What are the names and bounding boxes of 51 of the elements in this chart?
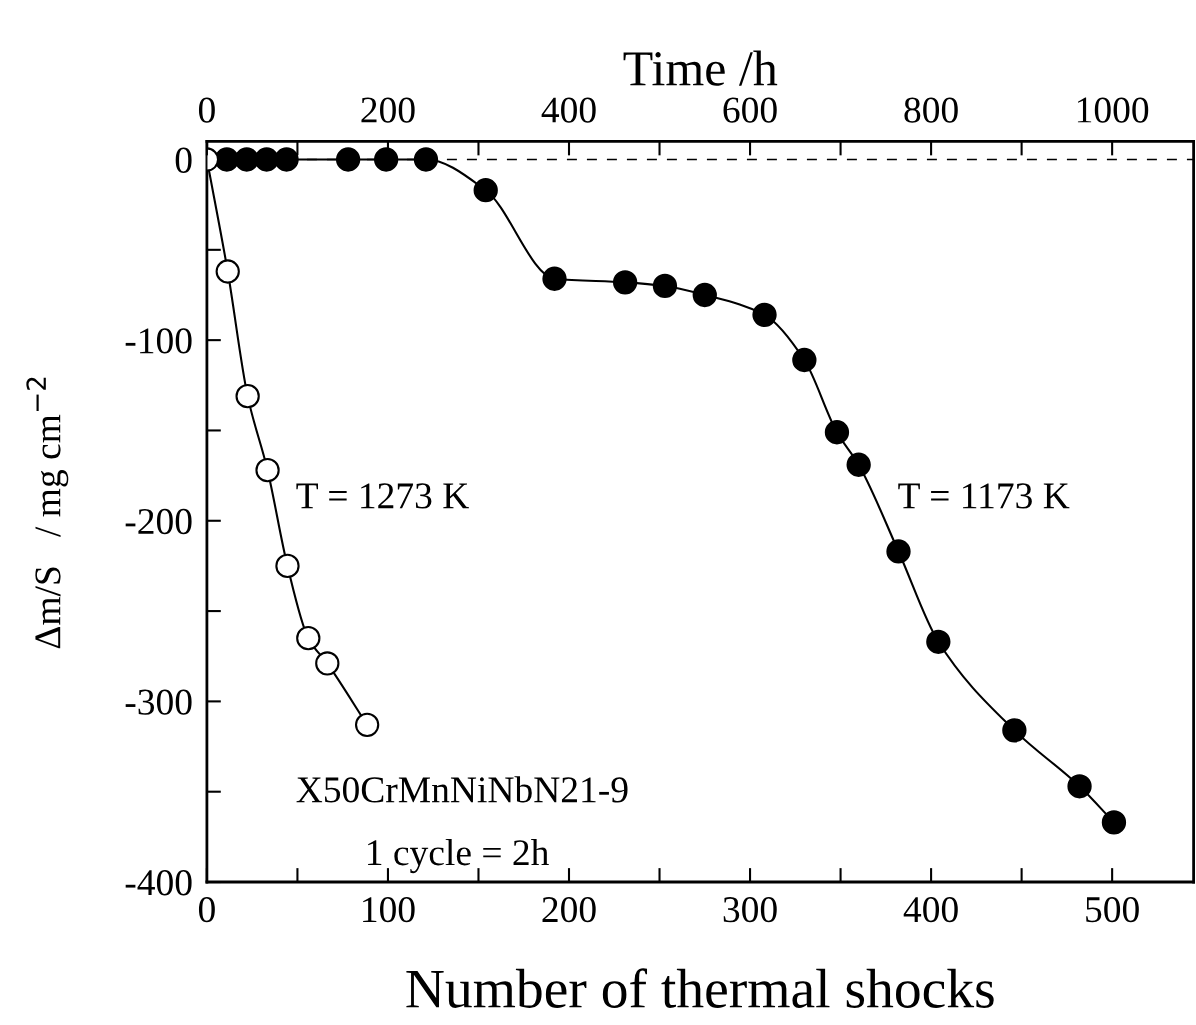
point [542,266,567,291]
point [692,282,717,308]
point [255,458,280,483]
x-tick-label: 300 [723,896,777,923]
point [235,383,260,409]
annotation: T = 1173 K [898,483,1070,509]
y-tick-label: -100 [125,328,192,354]
x2-tick-label: 600 [723,97,777,123]
point [354,712,380,738]
point [886,539,911,564]
y-tick-label: -200 [125,508,192,535]
x2-tick-label: 200 [361,97,415,123]
x-tick-label: 500 [1086,896,1139,923]
x2-axis-title: Time /h [623,50,778,86]
annotation: T = 1273 K [296,483,469,509]
point [335,147,361,172]
point [315,651,340,676]
point [274,147,299,172]
x2-tick-label: 400 [541,97,596,123]
y-tick-label: -300 [125,689,192,715]
x-tick-label: 100 [363,896,415,923]
y-tick-label: 0 [175,147,192,173]
point [1101,810,1127,835]
x2-tick-label: 1000 [1077,97,1149,123]
x-tick-label: 0 [198,896,215,923]
annotation: 1 cycle = 2h [368,839,549,874]
point [296,626,321,651]
point [215,259,240,284]
y-tick-label: -400 [125,870,192,896]
point [1067,774,1092,799]
point [275,553,300,579]
y-axis-title: Δm/S / mg cm$^{−2}$ [26,377,69,649]
x-tick-label: 200 [542,896,596,923]
point [612,270,638,295]
point [413,147,439,172]
annotation: X50CrMnNiNbN21-9 [296,776,628,803]
point [473,178,498,203]
x2-tick-label: 0 [198,97,215,123]
point [752,302,777,327]
point [824,420,850,445]
x-tick-label: 400 [903,896,958,923]
point [1002,718,1027,743]
point [846,452,871,477]
point [234,147,259,172]
point [254,147,279,172]
x2-tick-label: 800 [904,97,958,123]
x-axis-title: Number of thermal shocks [406,968,994,1008]
point [373,147,399,172]
point [652,273,678,299]
point [926,629,951,654]
point [792,347,817,373]
